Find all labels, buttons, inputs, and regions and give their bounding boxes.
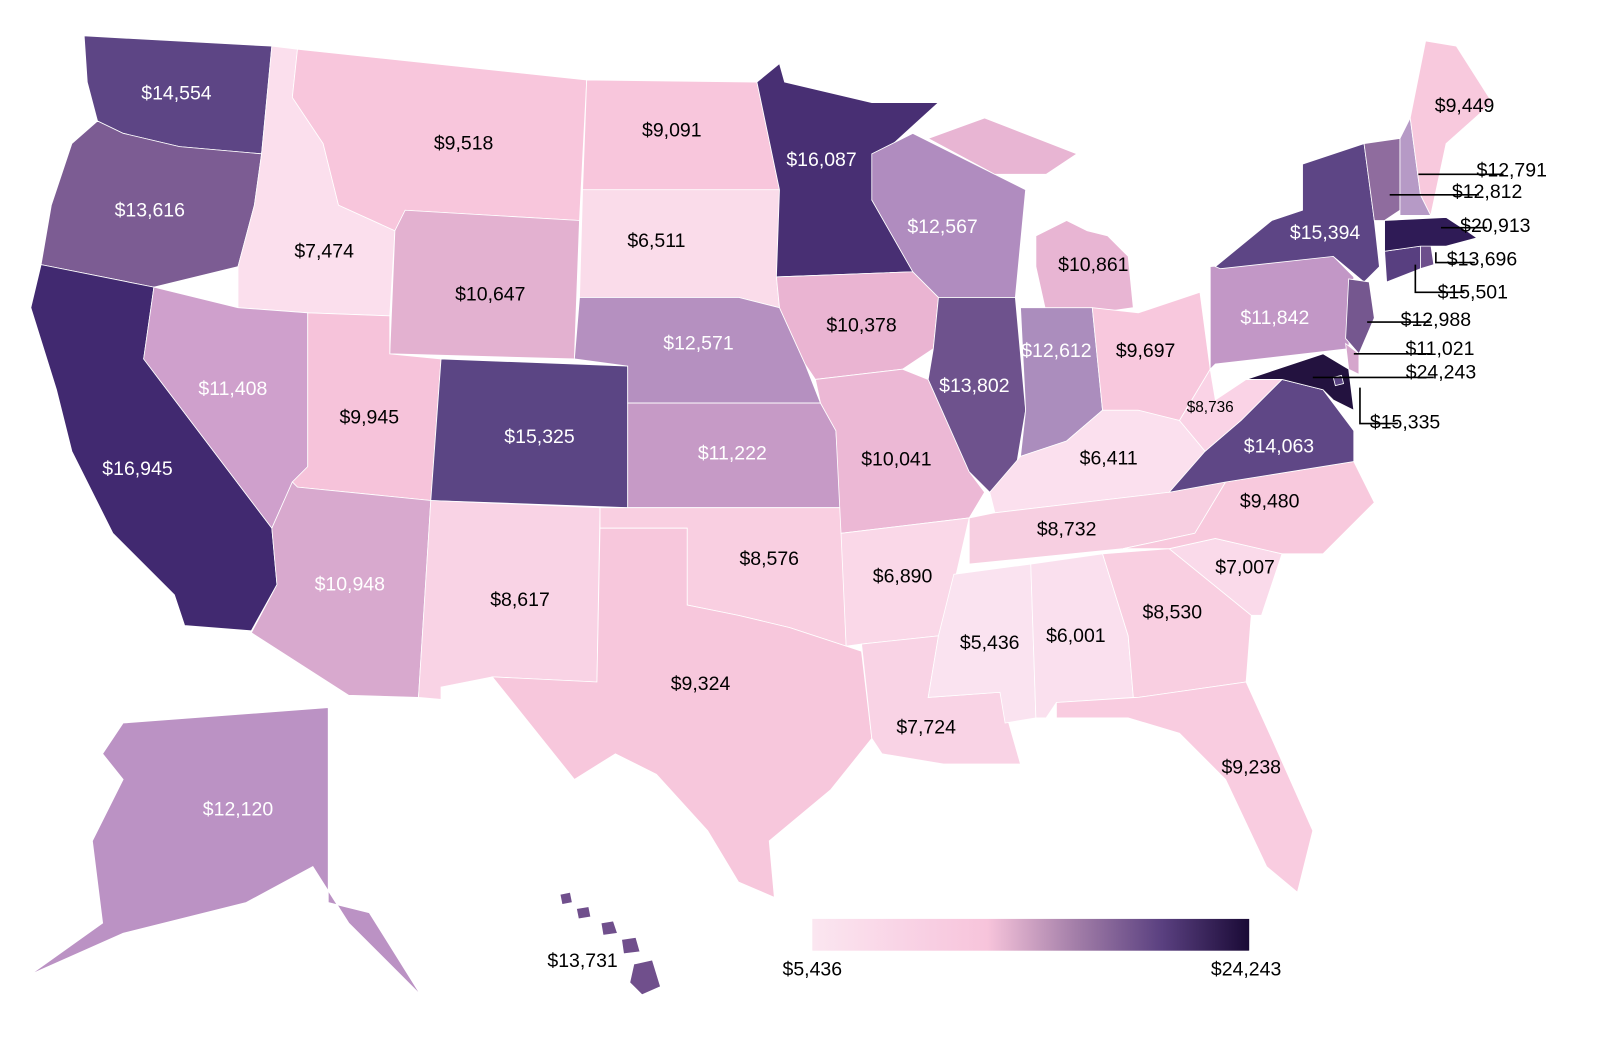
leader-line bbox=[1435, 252, 1475, 264]
value-label: $10,861 bbox=[1058, 254, 1128, 276]
value-label: $7,007 bbox=[1215, 556, 1275, 578]
state bbox=[1345, 342, 1360, 375]
state bbox=[927, 117, 1134, 314]
value-label: $11,408 bbox=[198, 378, 267, 400]
value-label: $15,325 bbox=[504, 426, 575, 448]
value-label: $12,988 bbox=[1401, 309, 1471, 331]
value-label: $9,518 bbox=[434, 133, 494, 155]
value-label: $9,091 bbox=[642, 119, 702, 141]
value-label: $12,791 bbox=[1477, 159, 1547, 181]
legend: $5,436 $24,243 bbox=[783, 918, 1281, 980]
value-label: $8,736 bbox=[1187, 399, 1234, 416]
value-label: $14,063 bbox=[1244, 435, 1314, 457]
value-label: $6,890 bbox=[873, 566, 933, 588]
value-label: $7,474 bbox=[294, 240, 354, 262]
value-label: $16,945 bbox=[102, 458, 173, 480]
value-label: $10,948 bbox=[315, 574, 385, 596]
value-label: $13,696 bbox=[1447, 249, 1517, 271]
value-label: $15,335 bbox=[1370, 412, 1441, 434]
value-label: $11,222 bbox=[698, 442, 767, 464]
legend-label: $5,436 bbox=[783, 958, 843, 980]
value-label: $12,567 bbox=[907, 216, 977, 238]
state bbox=[1363, 137, 1401, 221]
value-label: $9,238 bbox=[1221, 756, 1281, 778]
value-label: $9,697 bbox=[1116, 340, 1176, 362]
state bbox=[1384, 217, 1478, 252]
state bbox=[1245, 353, 1355, 411]
state bbox=[1409, 40, 1493, 217]
value-label: $24,243 bbox=[1406, 361, 1476, 383]
state bbox=[1122, 461, 1375, 555]
value-label: $16,087 bbox=[786, 149, 856, 171]
value-label: $10,041 bbox=[861, 449, 931, 471]
value-label: $8,530 bbox=[1142, 601, 1202, 623]
value-label: $13,802 bbox=[939, 375, 1009, 397]
leader-line bbox=[1359, 387, 1398, 425]
state bbox=[559, 891, 662, 996]
value-label: $15,501 bbox=[1438, 281, 1508, 303]
value-label: $8,576 bbox=[739, 548, 799, 570]
states bbox=[30, 35, 1493, 996]
state bbox=[30, 707, 421, 996]
value-label: $7,724 bbox=[896, 716, 956, 738]
legend-label: $24,243 bbox=[1211, 958, 1281, 980]
state bbox=[1055, 681, 1314, 893]
value-label: $13,616 bbox=[115, 199, 185, 221]
value-label: $10,378 bbox=[826, 314, 896, 336]
value-label: $9,480 bbox=[1240, 491, 1300, 513]
value-label: $6,001 bbox=[1046, 625, 1106, 647]
state bbox=[389, 209, 580, 360]
value-label: $20,913 bbox=[1460, 215, 1530, 237]
value-label: $9,324 bbox=[671, 673, 731, 695]
value-label: $14,554 bbox=[141, 82, 212, 104]
value-label: $12,812 bbox=[1452, 181, 1522, 203]
value-label: $9,449 bbox=[1435, 95, 1495, 117]
state bbox=[1420, 243, 1435, 270]
state bbox=[1345, 278, 1375, 355]
value-label: $11,842 bbox=[1240, 307, 1309, 329]
labels: $14,554 $13,616 $16,945 $7,474 $11,408 $9,518… bbox=[102, 82, 1547, 972]
value-label: $8,617 bbox=[490, 589, 550, 611]
value-label: $6,511 bbox=[627, 230, 685, 252]
value-label: $9,945 bbox=[339, 407, 399, 429]
value-label: $8,732 bbox=[1037, 518, 1097, 540]
value-label: $6,411 bbox=[1080, 448, 1138, 470]
value-label: $10,647 bbox=[455, 284, 525, 306]
value-label: $11,021 bbox=[1405, 338, 1474, 360]
leader-line bbox=[1414, 264, 1465, 294]
value-label: $12,612 bbox=[1021, 340, 1091, 362]
state bbox=[814, 368, 986, 534]
value-label: $15,394 bbox=[1290, 222, 1361, 244]
value-label: $13,731 bbox=[547, 950, 617, 972]
value-label: $5,436 bbox=[960, 632, 1020, 654]
legend-scale bbox=[812, 918, 1250, 951]
value-label: $12,571 bbox=[663, 333, 733, 355]
state bbox=[491, 527, 873, 899]
value-label: $12,120 bbox=[203, 798, 274, 820]
